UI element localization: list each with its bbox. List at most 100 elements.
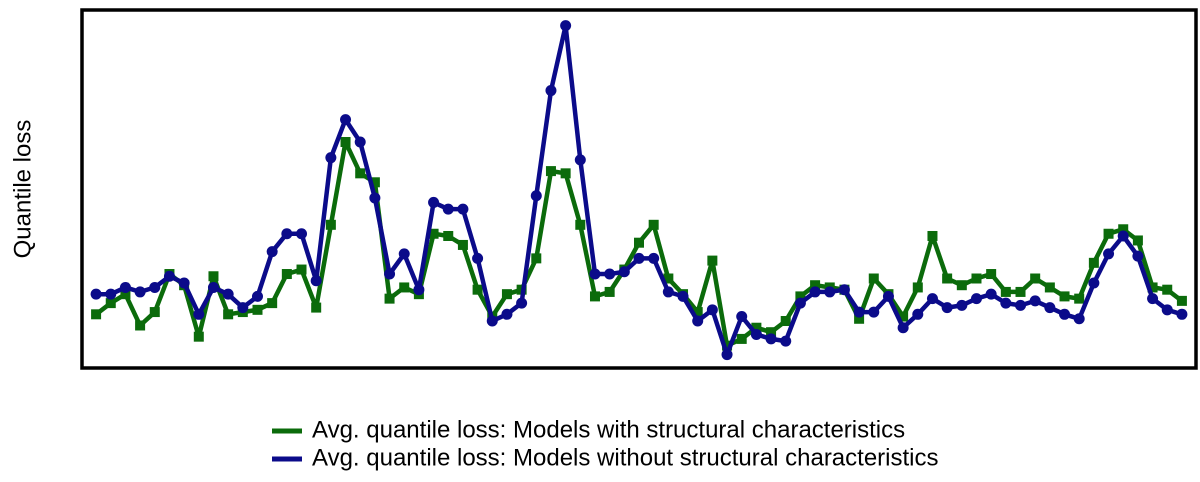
point [296,228,308,240]
point [795,291,806,302]
point [486,315,498,327]
point [926,293,938,305]
point [868,306,880,318]
point [310,275,322,287]
point [794,297,806,309]
point [1074,293,1085,304]
point [824,286,836,298]
point [736,333,747,344]
point [531,253,542,264]
point [765,333,777,345]
point [399,282,410,293]
point [604,268,616,280]
point [1044,302,1056,314]
point [472,284,483,295]
point [296,264,307,275]
point [105,288,117,300]
point [266,246,278,258]
point [163,270,175,282]
point [267,298,278,309]
point [208,271,219,282]
point [634,237,644,248]
point [882,290,894,302]
point [574,154,586,166]
point [707,255,718,266]
point [281,228,293,240]
point [134,286,146,298]
point [868,273,879,284]
point [677,290,689,302]
point [252,304,263,315]
point [1117,230,1129,242]
point [237,302,249,314]
point [766,327,777,338]
point [1103,228,1114,239]
point [1059,308,1071,320]
point [1029,295,1041,307]
point [589,291,600,302]
point [1000,297,1012,309]
point [355,168,366,179]
point [1015,286,1026,297]
point [149,307,160,318]
legend-label: Avg. quantile loss: Models without struc… [312,444,939,471]
point [90,288,102,300]
point [941,302,953,314]
point [1073,313,1085,325]
point [340,114,352,126]
point [178,277,190,289]
point [604,286,615,297]
point [354,136,366,148]
point [443,230,454,241]
point [618,266,630,278]
point [560,168,571,179]
point [311,302,322,313]
point [942,273,953,284]
point [897,322,909,334]
point [986,269,997,280]
point [1044,282,1055,293]
point [105,298,116,309]
point [442,203,454,215]
point [428,228,439,239]
point [575,219,586,230]
point [223,309,234,320]
point [706,304,718,316]
point [1132,235,1143,246]
point [530,190,542,202]
point [898,311,909,322]
point [1088,257,1099,268]
point [545,85,557,97]
point [692,315,704,327]
point [838,284,850,296]
point [1015,299,1027,311]
point [927,230,938,241]
point [369,177,380,188]
point [457,239,468,250]
point [648,219,659,230]
point [472,252,484,264]
point [1176,295,1187,306]
point [119,281,131,293]
point [1088,277,1100,289]
point [662,286,674,298]
point [648,252,660,264]
point [251,290,263,302]
point [384,268,396,280]
point [135,320,146,331]
point [853,306,865,318]
point [809,286,821,298]
point [589,268,601,280]
point [325,152,337,164]
point [810,280,821,291]
point [780,316,791,327]
point [1162,284,1173,295]
point [325,219,336,230]
point [340,137,351,148]
point [193,331,204,342]
point [721,349,733,361]
point [692,307,703,318]
plot-border [80,8,1198,370]
point [193,308,205,320]
point [501,308,513,320]
